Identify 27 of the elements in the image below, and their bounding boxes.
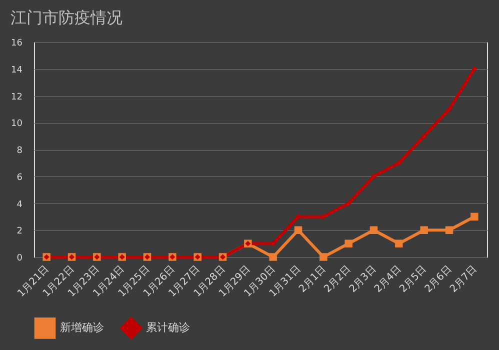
point: [421, 133, 427, 139]
y-tick-label: 16: [11, 38, 23, 48]
point: [420, 226, 428, 234]
point: [294, 226, 302, 234]
y-tick-label: 0: [16, 254, 23, 264]
point: [346, 200, 352, 206]
y-tick-label: 6: [16, 172, 23, 183]
y-tick-label: 2: [16, 226, 22, 237]
point: [446, 106, 452, 112]
point: [472, 66, 478, 72]
point: [320, 253, 328, 261]
point: [269, 253, 277, 261]
legend-label: 累计确诊: [146, 321, 190, 334]
y-tick-label: 10: [11, 119, 23, 130]
y-tick-label: 4: [16, 200, 23, 210]
point: [445, 226, 454, 234]
point: [371, 174, 376, 180]
legend-label: 新增确诊: [60, 321, 104, 334]
point: [396, 160, 402, 166]
y-tick-label: 8: [16, 146, 23, 156]
point: [344, 240, 352, 248]
y-tick-label: 12: [11, 92, 22, 102]
chart-title: 江门市防疫情况: [10, 8, 123, 27]
point: [395, 240, 403, 248]
point: [370, 226, 378, 234]
point: [470, 212, 478, 221]
y-tick-label: 14: [11, 65, 23, 76]
